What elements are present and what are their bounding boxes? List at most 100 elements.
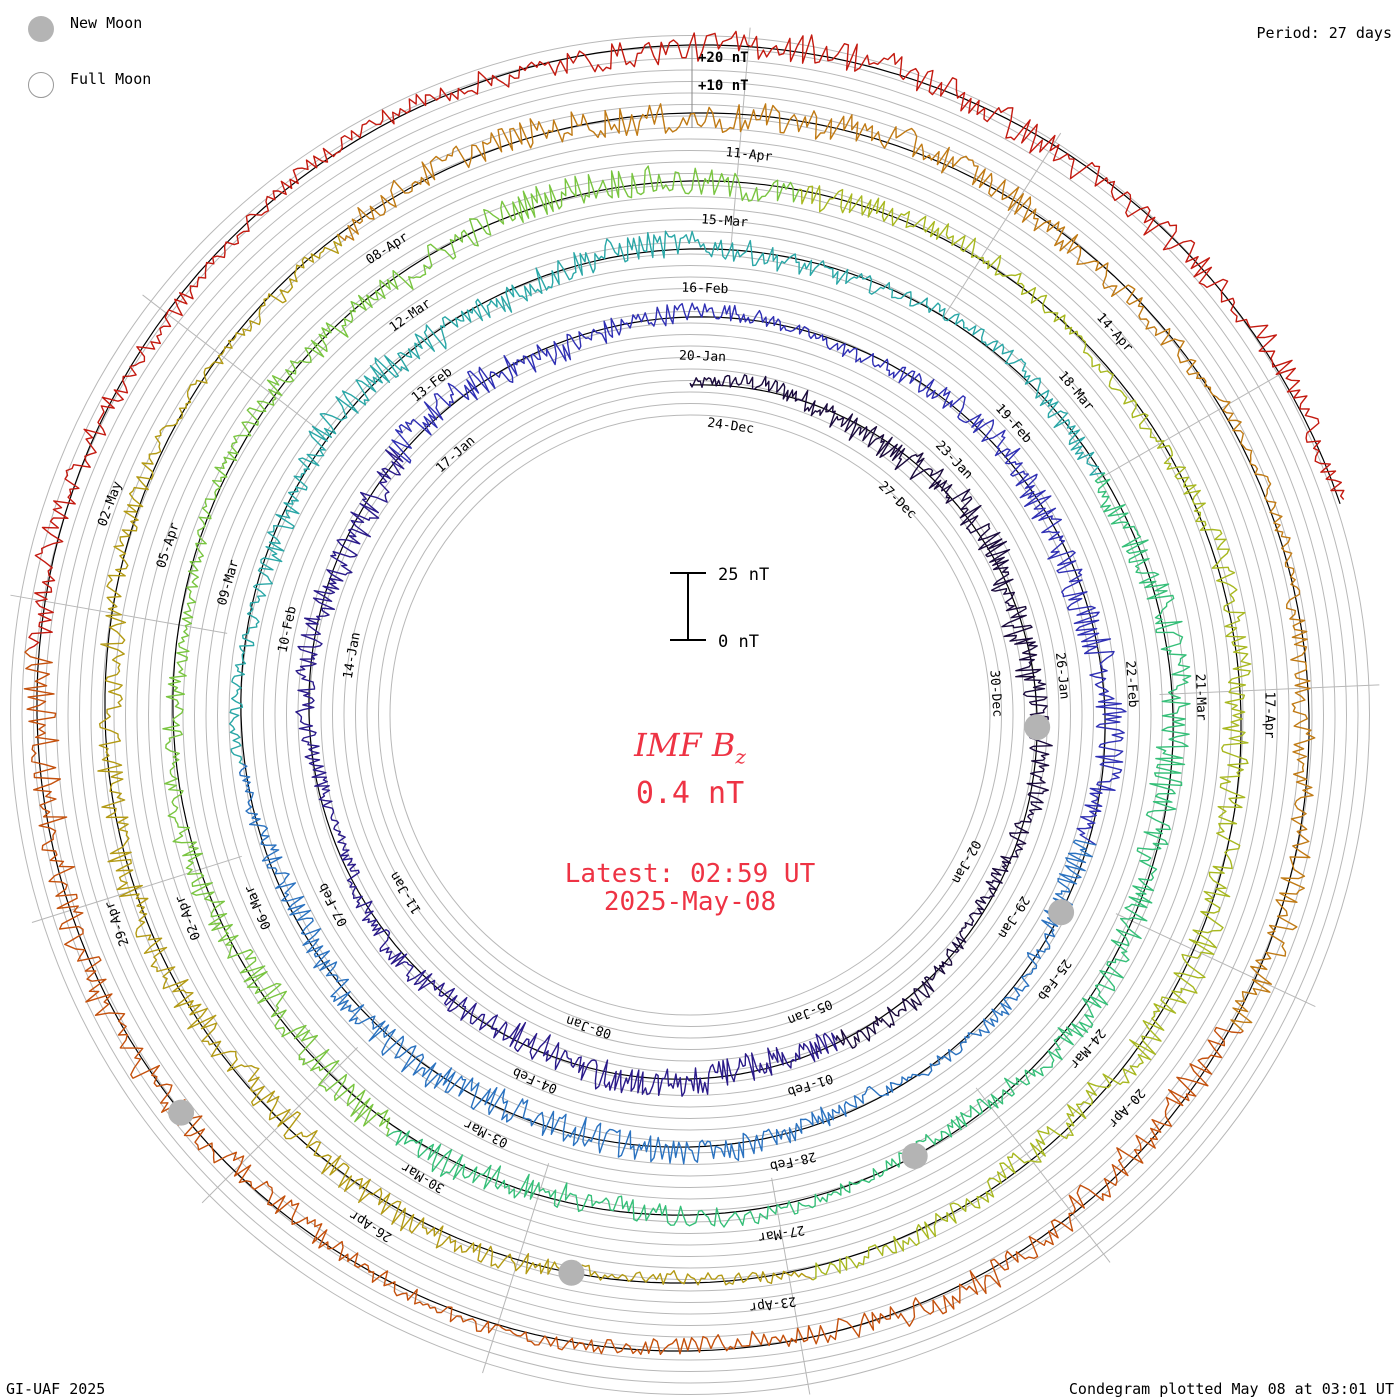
date-label: 17-Jan	[433, 434, 478, 477]
scale-bar-top-label: 25 nT	[718, 565, 769, 585]
date-label: 24-Dec	[706, 416, 755, 437]
full-moon-icon	[28, 72, 54, 98]
date-label: 16-Feb	[681, 281, 729, 298]
grid-circle	[332, 357, 1048, 1073]
bz-series-segment-8	[799, 185, 1252, 1281]
grid-circle	[355, 380, 1025, 1050]
grid-circle	[251, 276, 1129, 1154]
full-moon-label: Full Moon	[70, 70, 152, 88]
grid-circle	[56, 81, 1324, 1349]
bz-series-segment-9	[97, 233, 814, 1286]
date-label: 09-Mar	[215, 558, 242, 607]
date-label: 28-Feb	[768, 1148, 817, 1173]
date-label: 17-Apr	[1262, 692, 1277, 739]
date-label: 23-Apr	[748, 1293, 797, 1314]
grid-circle	[125, 150, 1255, 1280]
grid-circle	[159, 184, 1221, 1246]
bz-series-segment-1	[689, 374, 1053, 1049]
grid-spoke	[1115, 913, 1316, 1008]
new-moon-label: New Moon	[70, 14, 143, 32]
date-label: 26-Jan	[1052, 652, 1072, 700]
chart-title: IMF Bz	[490, 726, 890, 768]
date-label: 10-Feb	[275, 605, 299, 654]
grid-circle	[309, 334, 1071, 1096]
chart-title-main: IMF B	[634, 726, 736, 764]
date-label: 05-Jan	[785, 996, 834, 1028]
grid-circle	[148, 173, 1232, 1257]
date-label: 22-Feb	[1122, 660, 1140, 708]
bz-series-segment-10	[336, 103, 1316, 1032]
footer-plotted: Condegram plotted May 08 at 03:01 UT	[1068, 1380, 1394, 1398]
zero-reference-spiral	[36, 44, 1341, 1352]
scale-label-plus20: +20 nT	[698, 50, 749, 66]
grid-circle	[79, 104, 1301, 1326]
date-label: 02-May	[95, 479, 125, 528]
date-label: 11-Apr	[725, 145, 773, 165]
grid-circle	[171, 196, 1209, 1234]
bz-series-segment-11	[23, 647, 1244, 1356]
grid-circle	[44, 69, 1336, 1361]
grid-circle	[286, 311, 1094, 1119]
grid-spoke	[1159, 684, 1380, 695]
bz-series-segment-7	[162, 165, 801, 1137]
grid-circle	[389, 414, 991, 1016]
new-moon-marker	[168, 1099, 195, 1126]
grid-circle	[263, 288, 1117, 1142]
new-moon-icon	[28, 16, 54, 42]
grid-circle	[194, 219, 1186, 1211]
chart-title-subscript: z	[735, 744, 746, 769]
date-label: 30-Dec	[986, 670, 1004, 718]
scale-label-plus10: +10 nT	[698, 78, 749, 94]
grid-spoke	[1096, 369, 1288, 481]
date-label: 21-Mar	[1192, 673, 1209, 721]
date-label: 03-Mar	[462, 1116, 511, 1150]
grid-circle	[320, 345, 1060, 1085]
current-value: 0.4 nT	[635, 776, 745, 811]
series-layer	[23, 30, 1345, 1356]
grid-spoke	[771, 1177, 811, 1395]
bz-series-segment-6	[386, 472, 1192, 1228]
latest-time: Latest: 02:59 UT	[564, 859, 816, 889]
bz-series-segment-5	[229, 230, 1106, 765]
bz-series-segment-2	[295, 446, 838, 1097]
grid-circle	[67, 92, 1313, 1338]
new-moon-marker	[1048, 899, 1075, 926]
grid-circle	[297, 322, 1083, 1108]
grid-spoke	[975, 1087, 1111, 1263]
footer-credit: GI-UAF 2025	[6, 1380, 106, 1398]
grid-circle	[33, 58, 1347, 1372]
grid-circle	[102, 127, 1278, 1303]
grid-circle	[205, 230, 1175, 1200]
grid-circle	[378, 403, 1002, 1027]
date-label: 08-Jan	[564, 1012, 613, 1041]
period-label: Period: 27 days	[1256, 24, 1392, 42]
grid-circle	[21, 46, 1359, 1384]
new-moon-marker	[901, 1143, 928, 1169]
date-label: 27-Dec	[875, 479, 919, 522]
grid-circle	[136, 161, 1244, 1269]
grid-circle	[10, 35, 1370, 1395]
grid-circle	[366, 391, 1014, 1039]
scale-layer: 25 nT 0 nT +20 nT +10 nT	[670, 50, 769, 652]
grid-spoke	[730, 27, 751, 247]
date-label: 20-Jan	[679, 348, 726, 365]
new-moon-marker	[558, 1259, 585, 1286]
date-label: 14-Jan	[341, 631, 364, 680]
grid-spoke	[942, 132, 1062, 319]
date-label: 02-Apr	[173, 893, 205, 942]
date-label: 19-Feb	[992, 401, 1035, 446]
grid-circle	[274, 299, 1106, 1131]
date-label: 15-Mar	[701, 212, 749, 230]
grid-spoke	[31, 855, 242, 923]
date-label: 04-Feb	[510, 1064, 559, 1096]
grid-spoke	[142, 294, 318, 430]
date-label: 05-Apr	[154, 521, 183, 570]
date-label: 06-Mar	[242, 883, 275, 932]
grid-circle	[182, 207, 1198, 1223]
date-label: 18-Mar	[1055, 369, 1097, 415]
grid-circle	[228, 253, 1152, 1177]
date-label: 14-Apr	[1093, 310, 1136, 355]
bz-series-segment-12	[28, 30, 1345, 650]
bz-series-segment-3	[388, 302, 1127, 846]
